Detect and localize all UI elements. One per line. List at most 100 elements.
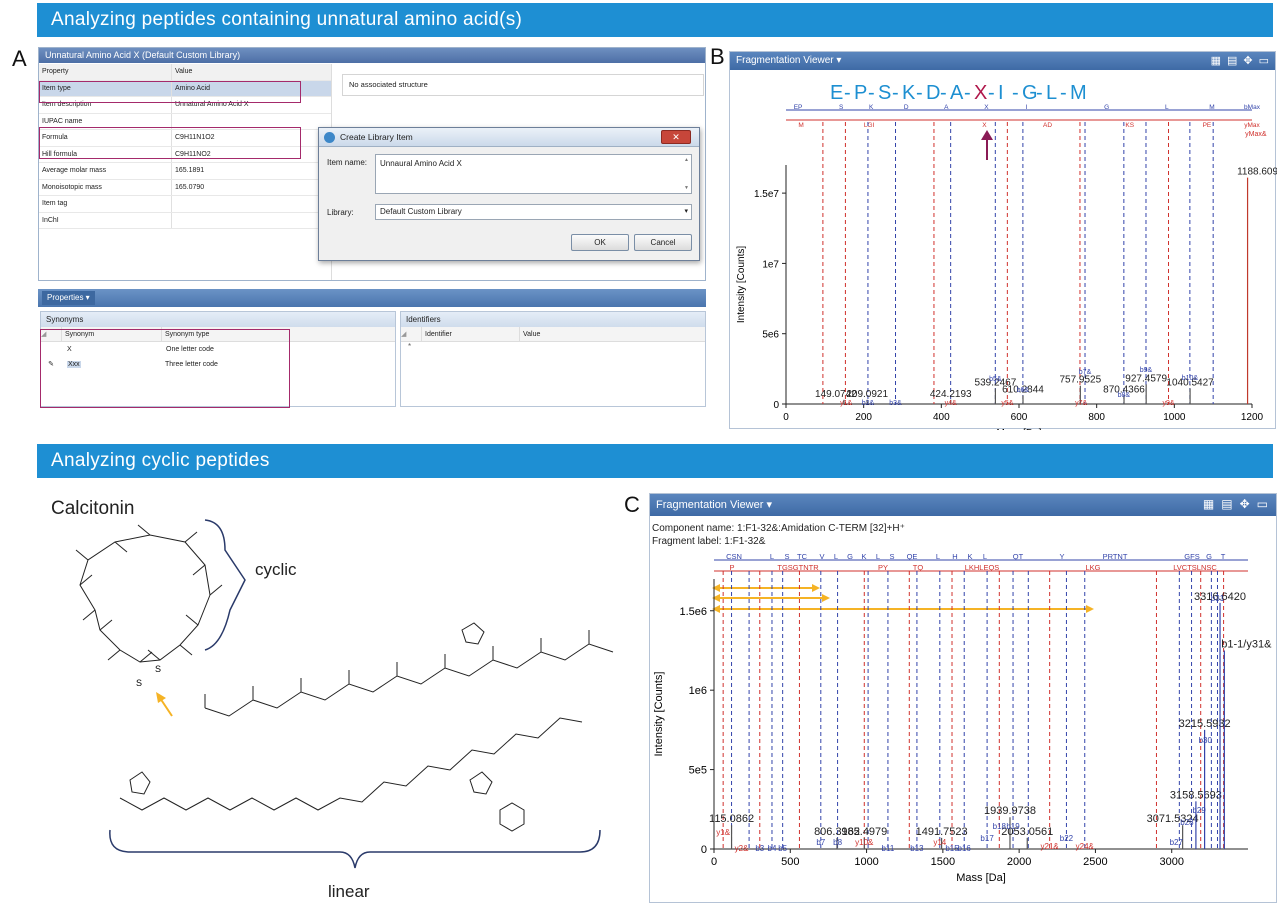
side-chain-bond	[75, 549, 89, 561]
proline-ring	[129, 771, 151, 795]
minimize-icon[interactable]: ▭	[1256, 497, 1268, 511]
ion-label: b29	[1192, 806, 1206, 815]
property-row[interactable]: Average molar mass 165.1891	[39, 163, 331, 180]
table-icon[interactable]: ▤	[1226, 55, 1238, 67]
sequence-residue: -	[844, 82, 851, 104]
y-ladder-label: X	[982, 122, 987, 129]
viewer-b-title[interactable]: Fragmentation Viewer ▾	[730, 52, 1275, 70]
library-select[interactable]: Default Custom Library ▾	[375, 204, 692, 220]
x-tick-label: 3000	[1159, 856, 1183, 868]
peak-label: 2053.0561	[1001, 826, 1053, 838]
ion-label: b5	[778, 844, 787, 853]
ion-label: b9&	[1140, 367, 1153, 374]
ion-label: b13	[910, 844, 924, 853]
b-ladder-label: QE	[907, 552, 918, 561]
ok-button[interactable]: OK	[571, 234, 629, 251]
scroll-up-icon[interactable]: ▲	[684, 157, 689, 163]
ion-label: y9&	[1162, 400, 1174, 407]
b-ladder-label: L	[770, 552, 774, 561]
peak-label: 610.2844	[1002, 385, 1044, 396]
y-tick-label: 1e6	[689, 685, 707, 697]
peak-label: 985.4979	[841, 826, 887, 838]
y-tick-label: 0	[773, 400, 779, 411]
layout-icon[interactable]: ▦	[1210, 55, 1221, 67]
ion-label: b3	[755, 844, 764, 853]
sequence-residue: G	[1022, 82, 1038, 104]
y-tick-label: 5e5	[689, 765, 707, 777]
ion-label: b2&	[862, 400, 875, 407]
b-ladder-label: L	[1165, 104, 1169, 111]
imidazole-ring	[461, 622, 485, 645]
identifiers-section: Identifiers ◢ Identifier Value *	[400, 311, 706, 407]
property-row[interactable]: Item description Unnatural Amino Acid X	[39, 97, 331, 114]
b-ladder-label: L	[876, 552, 880, 561]
synonym-row[interactable]: X One letter code	[67, 346, 214, 353]
y-ladder-label: LKG	[1085, 563, 1100, 572]
arrow-head-left	[712, 605, 720, 613]
sequence-residue: -	[964, 82, 971, 104]
y-axis-label: Intensity [Counts]	[653, 672, 665, 757]
property-row[interactable]: Item tag	[39, 196, 331, 213]
new-row-icon[interactable]: *	[408, 342, 412, 351]
property-row[interactable]: Item type Amino Acid	[39, 80, 331, 97]
x-axis-label: Mass [Da]	[996, 428, 1041, 430]
ion-label: b10&	[1182, 375, 1199, 382]
property-row[interactable]: InChI	[39, 212, 331, 229]
ion-label: y21&	[1041, 842, 1060, 851]
table-icon[interactable]: ▤	[1221, 497, 1233, 511]
properties-tab[interactable]: Properties ▾	[42, 291, 95, 305]
dialog-close-button[interactable]: ✕	[661, 130, 691, 144]
viewer-c-title[interactable]: Fragmentation Viewer ▾	[650, 494, 1276, 516]
proline-ring	[469, 771, 493, 795]
property-row[interactable]: Formula C9H11N1O2	[39, 130, 331, 147]
ion-label: b31	[1211, 594, 1225, 603]
peak-label: 870.4366	[1103, 385, 1145, 396]
synonym-type-header: Synonym type	[161, 327, 256, 341]
sequence-residue: X	[974, 82, 987, 104]
scroll-down-icon[interactable]: ▼	[684, 185, 689, 191]
b-ladder-label: Y	[1059, 552, 1064, 561]
side-chain-bond	[192, 564, 206, 576]
synonym-row[interactable]: ✎ Xxx Three letter code	[41, 357, 395, 372]
peak-label: 115.0862	[709, 813, 754, 825]
peak-label: 927.4579	[1125, 373, 1167, 384]
highlight-synonyms	[40, 329, 290, 408]
sequence-residue: I	[998, 82, 1004, 104]
ion-label: y4&	[945, 400, 957, 407]
layout-icon[interactable]: ▦	[1202, 497, 1215, 511]
minimize-icon[interactable]: ▭	[1258, 55, 1269, 67]
ion-label: b15	[945, 844, 959, 853]
item-name-input[interactable]: Unnaural Amino Acid X ▲ ▼	[375, 154, 692, 194]
sequence-residue: -	[868, 82, 875, 104]
property-row[interactable]: Monoisotopic mass 165.0790	[39, 179, 331, 196]
peak-label: 1040.5427	[1166, 378, 1214, 389]
move-icon[interactable]: ✥	[1239, 497, 1250, 511]
identifier-value-header: Value	[519, 327, 617, 341]
move-icon[interactable]: ✥	[1243, 55, 1253, 67]
side-chain-bond	[209, 584, 223, 596]
b-ladder-label: CSN	[726, 552, 742, 561]
b-ladder-label: H	[952, 552, 957, 561]
sequence-residue: P	[854, 82, 867, 104]
y-ladder-label: P	[729, 563, 734, 572]
property-row[interactable]: Hill formula C9H11NO2	[39, 146, 331, 163]
arrow-head-left	[712, 594, 720, 602]
b-ladder-label: G	[847, 552, 853, 561]
b-ladder-label: EP	[794, 104, 803, 111]
x-tick-label: 0	[711, 856, 717, 868]
y-ladder-label: LGI	[864, 122, 875, 129]
b-ladder-label: GFS	[1184, 552, 1199, 561]
side-chain-bond	[114, 541, 128, 553]
b-ladder-label: S	[839, 104, 844, 111]
y-ladder-label: LKHLEQS	[965, 563, 1000, 572]
sequence-residue: D	[926, 82, 940, 104]
peak-label: 539.2467	[975, 378, 1017, 389]
cancel-button[interactable]: Cancel	[634, 234, 692, 251]
x-tick-label: 1000	[854, 856, 878, 868]
property-row[interactable]: IUPAC name	[39, 113, 331, 130]
cyclic-bracket	[204, 519, 246, 651]
x-tick-label: 1200	[1241, 412, 1264, 423]
b-ladder-label: I	[1026, 104, 1028, 111]
b-ladder-label: M	[1209, 104, 1214, 111]
